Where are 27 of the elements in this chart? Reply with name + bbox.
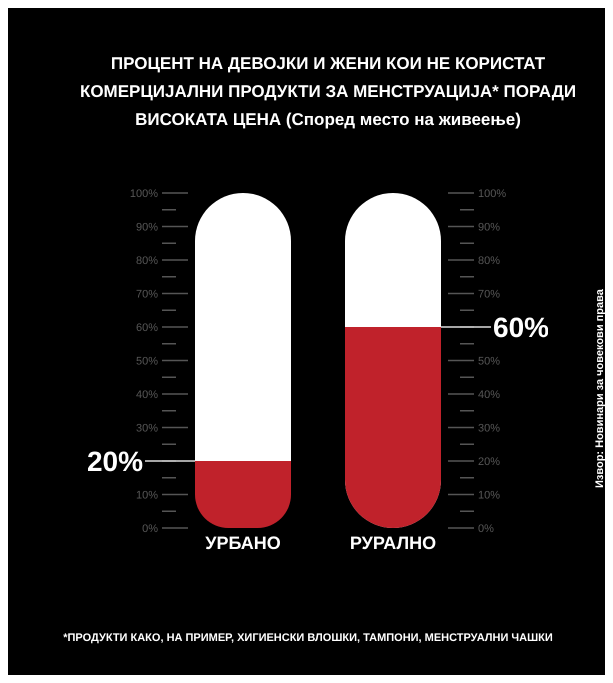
y2-tick-label: 90% [478,222,500,234]
data-label: 60% [493,312,550,343]
y-tick-label: 90% [136,222,158,234]
data-label: 20% [86,446,144,477]
y2-tick-label: 50% [478,356,500,368]
x-tick-label: РУРАЛНО [350,532,436,553]
y-tick-label: 80% [136,255,158,267]
y-tick-label: 70% [136,288,158,300]
y-tick-label: 40% [136,389,158,401]
y-tick-label: 50% [136,356,158,368]
y2-tick-label: 10% [478,490,500,502]
y2-tick-label: 70% [478,288,500,300]
y-tick-label: 60% [136,322,158,334]
y2-tick-label: 80% [478,255,500,267]
y2-tick-label: 20% [478,456,500,468]
y2-tick-label: 40% [478,389,500,401]
y-tick-label: 0% [142,523,158,535]
y2-tick-label: 100% [478,188,506,200]
text: Извор: Новинари за човекови права [594,289,606,488]
x-tick-label: УРБАНО [205,532,281,553]
chart-title: ПРОЦЕНТ НА ДЕВОЈКИ И ЖЕНИ КОИ НЕ КОРИСТАТ КОМЕРЦИЈАЛНИ ПРОДУКТИ ЗА МЕНСТРУАЦИЈА* ПОРАДИ ВИСОКАТА ЦЕНА (Според место на живеење) [78,53,578,131]
y-tick-label: 100% [130,188,158,200]
y2-tick-label: 0% [478,523,494,535]
y-tick-label: 10% [136,490,158,502]
text: *ПРОДУКТИ КАКО, НА ПРИМЕР, ХИГИЕНСКИ ВЛОШКИ, ТАМПОНИ, МЕНСТРУАЛНИ ЧАШКИ [62,632,554,644]
y-tick-label: 30% [136,422,158,434]
y2-tick-label: 30% [478,422,500,434]
